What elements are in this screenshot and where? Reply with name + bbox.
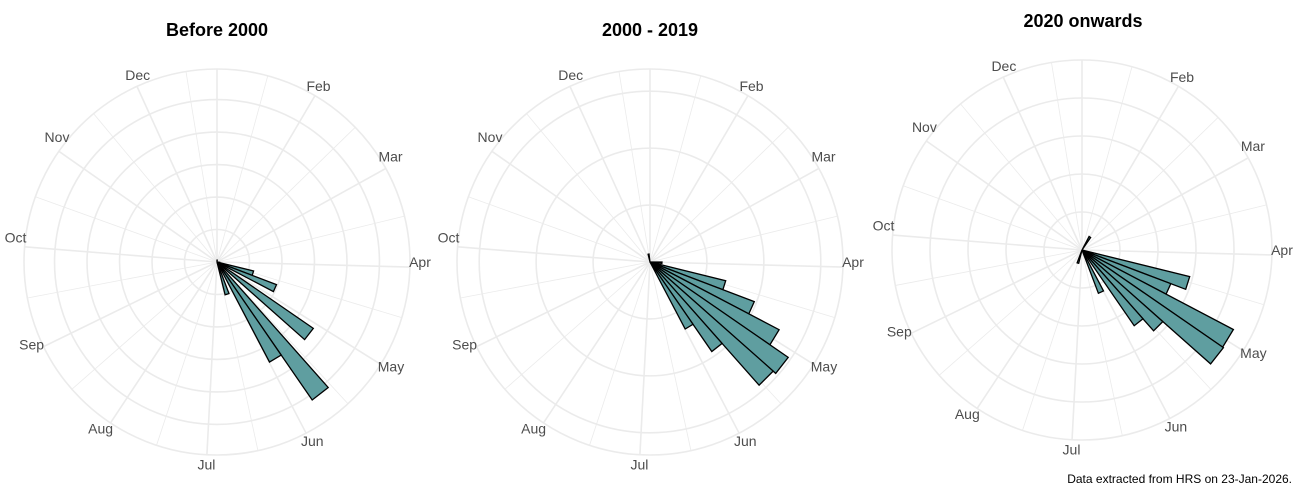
- month-label-dec: Dec: [991, 58, 1016, 74]
- month-label-mar: Mar: [378, 149, 402, 165]
- month-labels: Dec Feb Mar Apr May Jun Jul Aug Sep Oct Nov: [873, 58, 1294, 458]
- panel-2020-onwards: 2020 onwards Dec Feb Mar Apr May Jun Jul Aug Sep…: [866, 0, 1300, 470]
- polar-chart-before-2000: Dec Feb Mar Apr May Jun Jul Aug Sep Oct Nov: [5, 67, 432, 473]
- month-label-apr: Apr: [842, 254, 864, 270]
- month-label-oct: Oct: [438, 229, 460, 245]
- month-label-aug: Aug: [88, 420, 113, 436]
- month-label-apr: Apr: [1271, 242, 1293, 258]
- month-label-sep: Sep: [452, 337, 477, 353]
- month-label-jun: Jun: [1165, 419, 1188, 435]
- month-label-jul: Jul: [630, 457, 648, 473]
- month-label-feb: Feb: [739, 78, 763, 94]
- bar-week-4: [1081, 235, 1092, 251]
- bar-week-50: [647, 253, 651, 263]
- bar-week-18: [216, 261, 315, 341]
- grid: [23, 68, 411, 456]
- panel-title: Before 2000: [165, 20, 269, 40]
- month-label-nov: Nov: [912, 119, 937, 135]
- bar-week-20: [1081, 249, 1144, 327]
- panel-before-2000: Before 2000 Dec Feb Mar Apr May Jun Jul Aug Sep O…: [0, 0, 434, 473]
- month-label-feb: Feb: [1170, 69, 1194, 85]
- month-label-feb: Feb: [306, 78, 330, 94]
- panel-title: 2000 - 2019: [601, 20, 699, 40]
- bar-week-17: [1081, 249, 1235, 349]
- bars: [647, 253, 790, 387]
- month-label-may: May: [1240, 345, 1266, 361]
- month-label-jun: Jun: [734, 433, 757, 449]
- panel-2000-2019: 2000 - 2019 Dec Feb Mar Apr May Jun Jul Aug Sep O…: [433, 0, 867, 473]
- month-label-may: May: [811, 359, 837, 375]
- month-label-mar: Mar: [1241, 138, 1265, 154]
- month-labels: Dec Feb Mar Apr May Jun Jul Aug Sep Oct Nov: [5, 67, 432, 473]
- bar-week-23: [216, 261, 230, 296]
- polar-chart-2000-2019: Dec Feb Mar Apr May Jun Jul Aug Sep Oct Nov: [438, 67, 865, 473]
- month-labels: Dec Feb Mar Apr May Jun Jul Aug Sep Oct Nov: [438, 67, 865, 473]
- month-label-aug: Aug: [521, 420, 546, 436]
- bars: [1076, 235, 1235, 365]
- month-label-oct: Oct: [873, 218, 895, 234]
- month-label-apr: Apr: [409, 254, 431, 270]
- bar-week-28: [1076, 249, 1083, 265]
- bars: [216, 259, 330, 401]
- month-label-nov: Nov: [45, 129, 70, 145]
- month-label-oct: Oct: [5, 229, 27, 245]
- month-label-jul: Jul: [1063, 442, 1081, 458]
- month-label-jul: Jul: [197, 457, 215, 473]
- month-label-mar: Mar: [811, 149, 835, 165]
- polar-chart-2020-onwards: Dec Feb Mar Apr May Jun Jul Aug Sep Oct Nov: [873, 58, 1294, 458]
- month-label-dec: Dec: [125, 67, 150, 83]
- panel-title: 2020 onwards: [1023, 11, 1143, 31]
- month-label-sep: Sep: [887, 323, 912, 339]
- bar-week-21: [649, 261, 694, 330]
- data-source-caption: Data extracted from HRS on 23-Jan-2026.: [1067, 472, 1292, 486]
- month-label-aug: Aug: [955, 406, 980, 422]
- bar-week-22: [1081, 249, 1105, 295]
- month-label-nov: Nov: [478, 129, 503, 145]
- month-label-jun: Jun: [301, 433, 324, 449]
- month-label-sep: Sep: [19, 337, 44, 353]
- bar-week-16: [216, 261, 278, 293]
- month-label-may: May: [378, 359, 404, 375]
- month-label-dec: Dec: [558, 67, 583, 83]
- bar-week-21: [216, 261, 283, 364]
